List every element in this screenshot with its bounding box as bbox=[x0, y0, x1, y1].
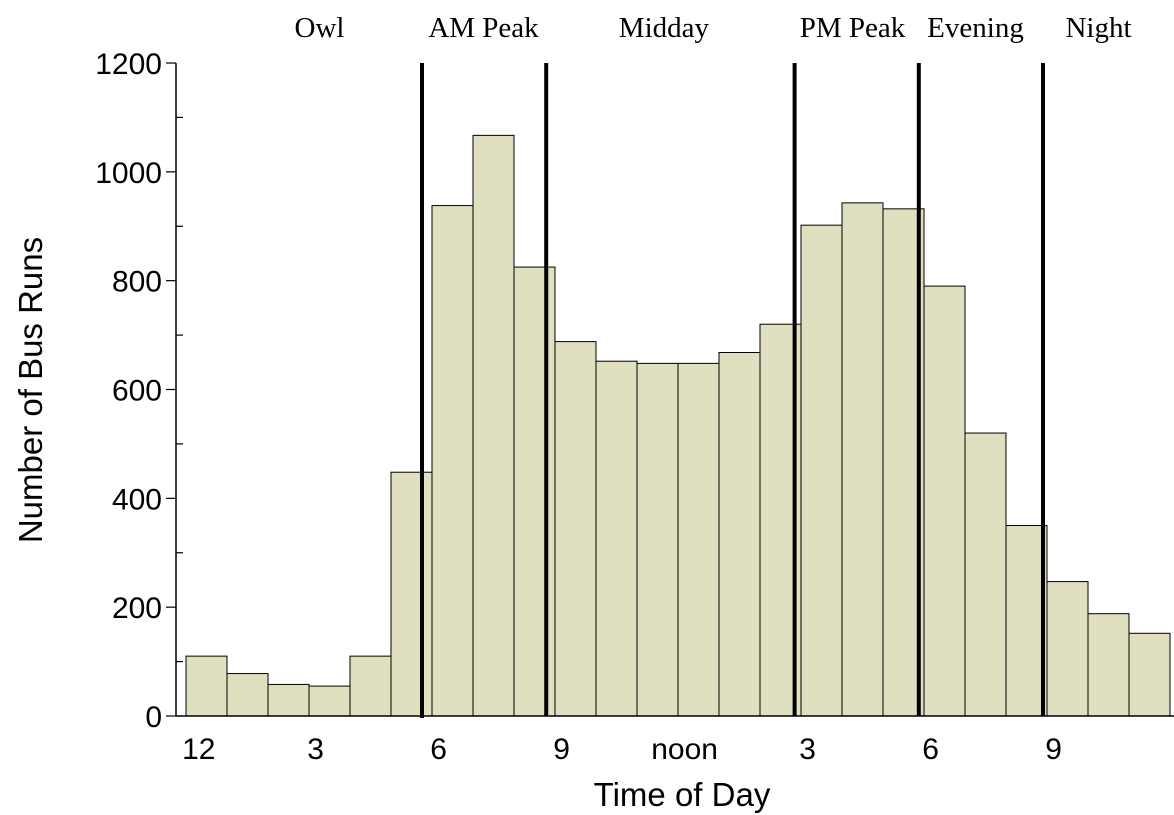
period-label-3: PM Peak bbox=[800, 12, 906, 44]
bar-hour-18 bbox=[923, 285, 966, 717]
y-tick-label-200: 200 bbox=[112, 592, 162, 625]
period-label-0: Owl bbox=[295, 12, 345, 44]
x-tick-label-1: 3 bbox=[307, 733, 324, 766]
y-tick-label-400: 400 bbox=[112, 483, 162, 516]
period-label-2: Midday bbox=[619, 12, 710, 44]
bar-hour-21 bbox=[1046, 581, 1089, 717]
axes-group bbox=[166, 62, 1174, 717]
bar-hour-0 bbox=[185, 655, 228, 717]
bar-hour-3 bbox=[308, 685, 351, 717]
period-boundaries-group bbox=[420, 63, 1045, 718]
x-tick-label-4: noon bbox=[651, 733, 718, 766]
bar-hour-10 bbox=[595, 360, 638, 717]
period-label-4: Evening bbox=[927, 12, 1024, 44]
period-label-1: AM Peak bbox=[428, 12, 539, 44]
bars-group bbox=[185, 134, 1171, 717]
bar-hour-11 bbox=[636, 362, 679, 717]
y-tick-label-1000: 1000 bbox=[95, 157, 162, 190]
y-tick-label-1200: 1200 bbox=[95, 48, 162, 81]
bar-hour-5 bbox=[390, 471, 433, 717]
x-tick-label-3: 9 bbox=[553, 733, 570, 766]
bar-hour-20 bbox=[1005, 525, 1048, 717]
x-tick-label-5: 3 bbox=[799, 733, 816, 766]
y-tick-label-0: 0 bbox=[145, 701, 162, 734]
period-label-5: Night bbox=[1065, 12, 1131, 44]
bar-hour-9 bbox=[554, 341, 597, 717]
bar-hour-2 bbox=[267, 683, 310, 717]
bar-hour-4 bbox=[349, 655, 392, 717]
x-tick-label-0: 12 bbox=[182, 733, 215, 766]
bar-hour-15 bbox=[800, 224, 843, 717]
bar-hour-16 bbox=[841, 202, 884, 717]
bar-hour-1 bbox=[226, 673, 269, 717]
tick-labels-group: 0 200 400 600 800 1000 1200 12 3 6 9 noon 3 6 9 bbox=[95, 48, 1062, 766]
x-axis-title: Time of Day bbox=[594, 776, 771, 813]
bar-hour-8 bbox=[513, 266, 556, 717]
bar-hour-23 bbox=[1128, 632, 1171, 717]
x-tick-label-7: 9 bbox=[1045, 733, 1062, 766]
bar-hour-12 bbox=[677, 362, 720, 717]
bar-hour-6 bbox=[431, 205, 474, 717]
y-axis-title: Number of Bus Runs bbox=[12, 237, 49, 543]
x-tick-label-6: 6 bbox=[922, 733, 939, 766]
y-tick-label-600: 600 bbox=[112, 375, 162, 408]
bar-hour-7 bbox=[472, 134, 515, 717]
period-labels-group: Owl AM Peak Midday PM Peak Evening Night bbox=[295, 12, 1132, 44]
y-tick-label-800: 800 bbox=[112, 266, 162, 299]
bar-hour-13 bbox=[718, 351, 761, 717]
x-tick-label-2: 6 bbox=[430, 733, 447, 766]
bar-hour-19 bbox=[964, 432, 1007, 717]
bar-hour-22 bbox=[1087, 613, 1130, 717]
